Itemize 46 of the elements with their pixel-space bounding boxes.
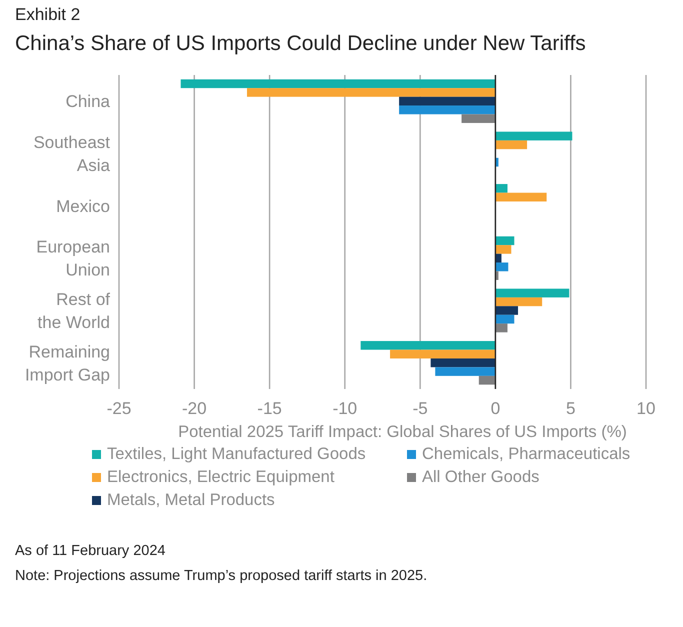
- bar: [495, 262, 508, 272]
- x-tick-label: -15: [257, 399, 282, 418]
- x-tick-label: 5: [566, 399, 576, 418]
- bar: [246, 88, 496, 97]
- bar: [495, 245, 512, 254]
- x-tick-label: 0: [490, 399, 500, 418]
- legend-label: Electronics, Electric Equipment: [107, 468, 335, 486]
- bar: [462, 114, 496, 123]
- bar: [495, 324, 508, 332]
- bar: [399, 96, 496, 106]
- x-tick-label: -25: [106, 399, 132, 418]
- y-tick-label: European Union: [36, 238, 110, 280]
- x-tick-label: 10: [636, 399, 656, 418]
- bar: [495, 236, 514, 246]
- y-tick-label: Remaining Import Gap: [24, 342, 110, 384]
- bar: [478, 376, 496, 385]
- x-tick-label: -5: [412, 399, 428, 418]
- y-tick-label: Southeast Asia: [33, 133, 111, 175]
- bar: [390, 350, 496, 358]
- text: As of 11 February 2024: [15, 543, 166, 559]
- x-axis-title: Potential 2025 Tariff Impact: Global Shares of US Imports (%): [178, 423, 627, 441]
- legend-label: Textiles, Light Manufactured Goods: [107, 445, 366, 463]
- bar: [180, 79, 496, 88]
- legend-label: All Other Goods: [422, 468, 540, 486]
- bar: [435, 367, 496, 376]
- bar: [495, 297, 542, 306]
- x-tick-label: -20: [182, 399, 207, 418]
- chart-subtitle: Exhibit 2: [15, 5, 80, 24]
- y-tick-label: Rest of the World: [38, 290, 110, 332]
- bar: [495, 314, 514, 324]
- y-tick-label: China: [66, 92, 111, 112]
- legend-label: Metals, Metal Products: [107, 491, 275, 509]
- bar: [495, 140, 528, 150]
- legend-label: Chemicals, Pharmaceuticals: [422, 445, 630, 463]
- bar: [430, 358, 496, 368]
- x-tick-label: -10: [332, 399, 358, 418]
- chart-title: China’s Share of US Imports Could Decline under New Tariffs: [15, 32, 586, 55]
- text: Note: Projections assume Trump’s proposed tariff starts in 2025.: [15, 568, 428, 584]
- bar: [495, 192, 547, 202]
- bar: [495, 184, 508, 193]
- bar: [399, 106, 496, 114]
- bar: [495, 306, 518, 315]
- bar: [360, 341, 496, 350]
- bar: [495, 132, 572, 140]
- bar: [495, 288, 570, 298]
- y-tick-label: Mexico: [56, 196, 110, 216]
